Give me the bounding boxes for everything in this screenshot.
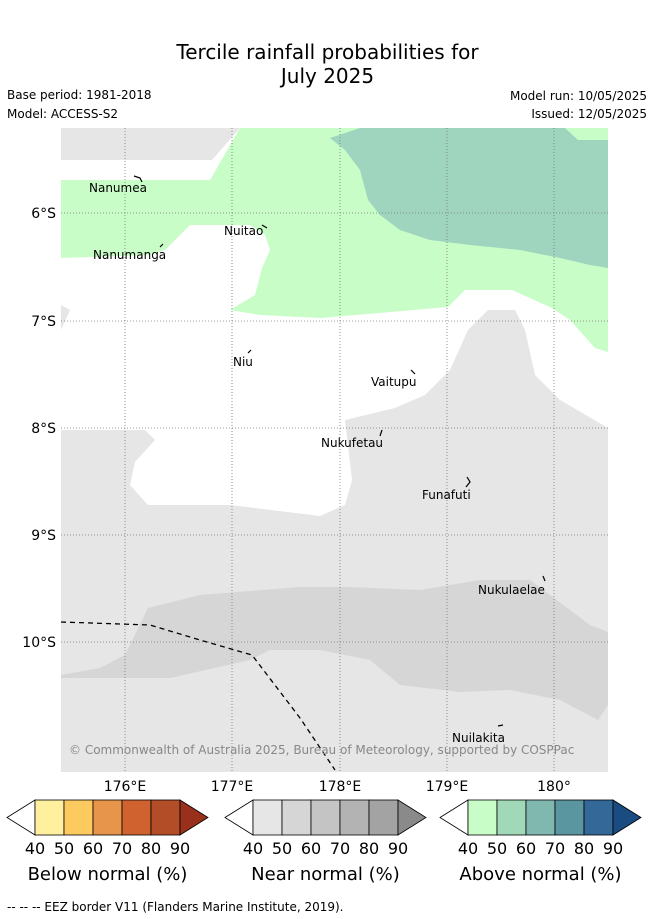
colorbar-title: Above normal (%) [459, 864, 621, 885]
place-label-niu: Niu [233, 355, 253, 369]
above-normal-region-50 [330, 128, 608, 268]
colorbar-segment [467, 799, 498, 836]
colorbar-segment [368, 799, 399, 836]
island-markers [133, 175, 546, 727]
colorbar-tick-label: 60 [83, 839, 103, 858]
colorbar-extend-high [179, 799, 209, 836]
colorbar-tick-label: 50 [487, 839, 507, 858]
colorbar-below-normal: 40 50 60 70 80 90 Below normal (%) [6, 799, 209, 885]
colorbar-segment [310, 799, 341, 836]
lon-label-178e: 178°E [319, 779, 362, 795]
place-label-vaitupu: Vaitupu [371, 375, 417, 389]
place-label-nanumanga: Nanumanga [93, 248, 166, 262]
map-title-line-2: July 2025 [280, 64, 375, 88]
colorbar-tick-label: 90 [603, 839, 623, 858]
colorbar-group: 40 50 60 70 80 90 Below normal (%) 40 50 60 70 80 90… [6, 799, 642, 885]
model-name: Model: ACCESS-S2 [7, 107, 119, 121]
colorbar-segment [525, 799, 556, 836]
colorbar-tick-label: 40 [25, 839, 45, 858]
map-title-line-1: Tercile rainfall probabilities for [176, 40, 479, 64]
colorbar-tick-label: 80 [359, 839, 379, 858]
colorbar-segment [92, 799, 123, 836]
lat-label-6s: 6°S [31, 206, 56, 222]
colorbar-tick-label: 60 [301, 839, 321, 858]
eez-footnote: -- -- -- EEZ border V11 (Flanders Marine… [7, 900, 344, 914]
colorbar-above-normal: 40 50 60 70 80 90 Above normal (%) [439, 799, 642, 885]
lon-label-179e: 179°E [426, 779, 469, 795]
colorbar-segment [63, 799, 94, 836]
map-plot-area: Nanumea Nanumanga Nuitao Niu Vaitupu Nuk… [61, 128, 608, 772]
near-normal-region-north [61, 128, 240, 160]
place-label-nuilakita: Nuilakita [452, 731, 505, 745]
grid-lines [61, 128, 608, 772]
colorbar-segment [554, 799, 585, 836]
colorbar-extend-low [6, 799, 36, 836]
colorbar-extend-low [439, 799, 469, 836]
lat-label-7s: 7°S [31, 314, 56, 330]
colorbar-tick-label: 50 [272, 839, 292, 858]
colorbar-segment [150, 799, 181, 836]
lat-label-8s: 8°S [31, 421, 56, 437]
base-period: Base period: 1981-2018 [7, 88, 152, 102]
colorbar-tick-label: 70 [545, 839, 565, 858]
colorbar-segment [583, 799, 614, 836]
colorbar-title: Near normal (%) [251, 864, 400, 885]
map-title: Tercile rainfall probabilities for July … [0, 40, 655, 88]
colorbar-segment [339, 799, 370, 836]
lon-label-180: 180° [537, 779, 571, 795]
place-label-nukufetau: Nukufetau [321, 436, 383, 450]
lat-label-9s: 9°S [31, 528, 56, 544]
lat-label-10s: 10°S [22, 635, 56, 651]
colorbar-near-normal: 40 50 60 70 80 90 Near normal (%) [224, 799, 427, 885]
colorbar-tick-label: 40 [458, 839, 478, 858]
colorbar-tick-label: 90 [388, 839, 408, 858]
place-label-nuitao: Nuitao [224, 224, 263, 238]
near-normal-band-50 [61, 580, 608, 720]
model-run-date: Model run: 10/05/2025 [509, 89, 647, 103]
colorbar-tick-label: 40 [243, 839, 263, 858]
lon-label-176e: 176°E [104, 779, 147, 795]
colorbar-segment [281, 799, 312, 836]
colorbar-extend-high [612, 799, 642, 836]
issued-date: Issued: 12/05/2025 [531, 107, 647, 121]
lon-label-177e: 177°E [211, 779, 254, 795]
eez-border [61, 621, 336, 771]
colorbar-tick-label: 80 [141, 839, 161, 858]
place-label-funafuti: Funafuti [422, 488, 471, 502]
colorbar-tick-label: 70 [330, 839, 350, 858]
colorbar-tick-label: 50 [54, 839, 74, 858]
colorbar-extend-low [224, 799, 254, 836]
place-label-nanumea: Nanumea [89, 181, 147, 195]
near-normal-region-west-edge [61, 305, 70, 330]
colorbar-segment [34, 799, 65, 836]
colorbar-segment [496, 799, 527, 836]
place-label-nukulaelae: Nukulaelae [478, 583, 545, 597]
colorbar-tick-label: 90 [170, 839, 190, 858]
colorbar-tick-label: 70 [112, 839, 132, 858]
colorbar-extend-high [397, 799, 427, 836]
colorbar-segment [252, 799, 283, 836]
colorbar-title: Below normal (%) [28, 864, 188, 885]
colorbar-segment [121, 799, 152, 836]
copyright-notice: © Commonwealth of Australia 2025, Bureau… [69, 743, 574, 757]
colorbar-tick-label: 60 [516, 839, 536, 858]
colorbar-tick-label: 80 [574, 839, 594, 858]
